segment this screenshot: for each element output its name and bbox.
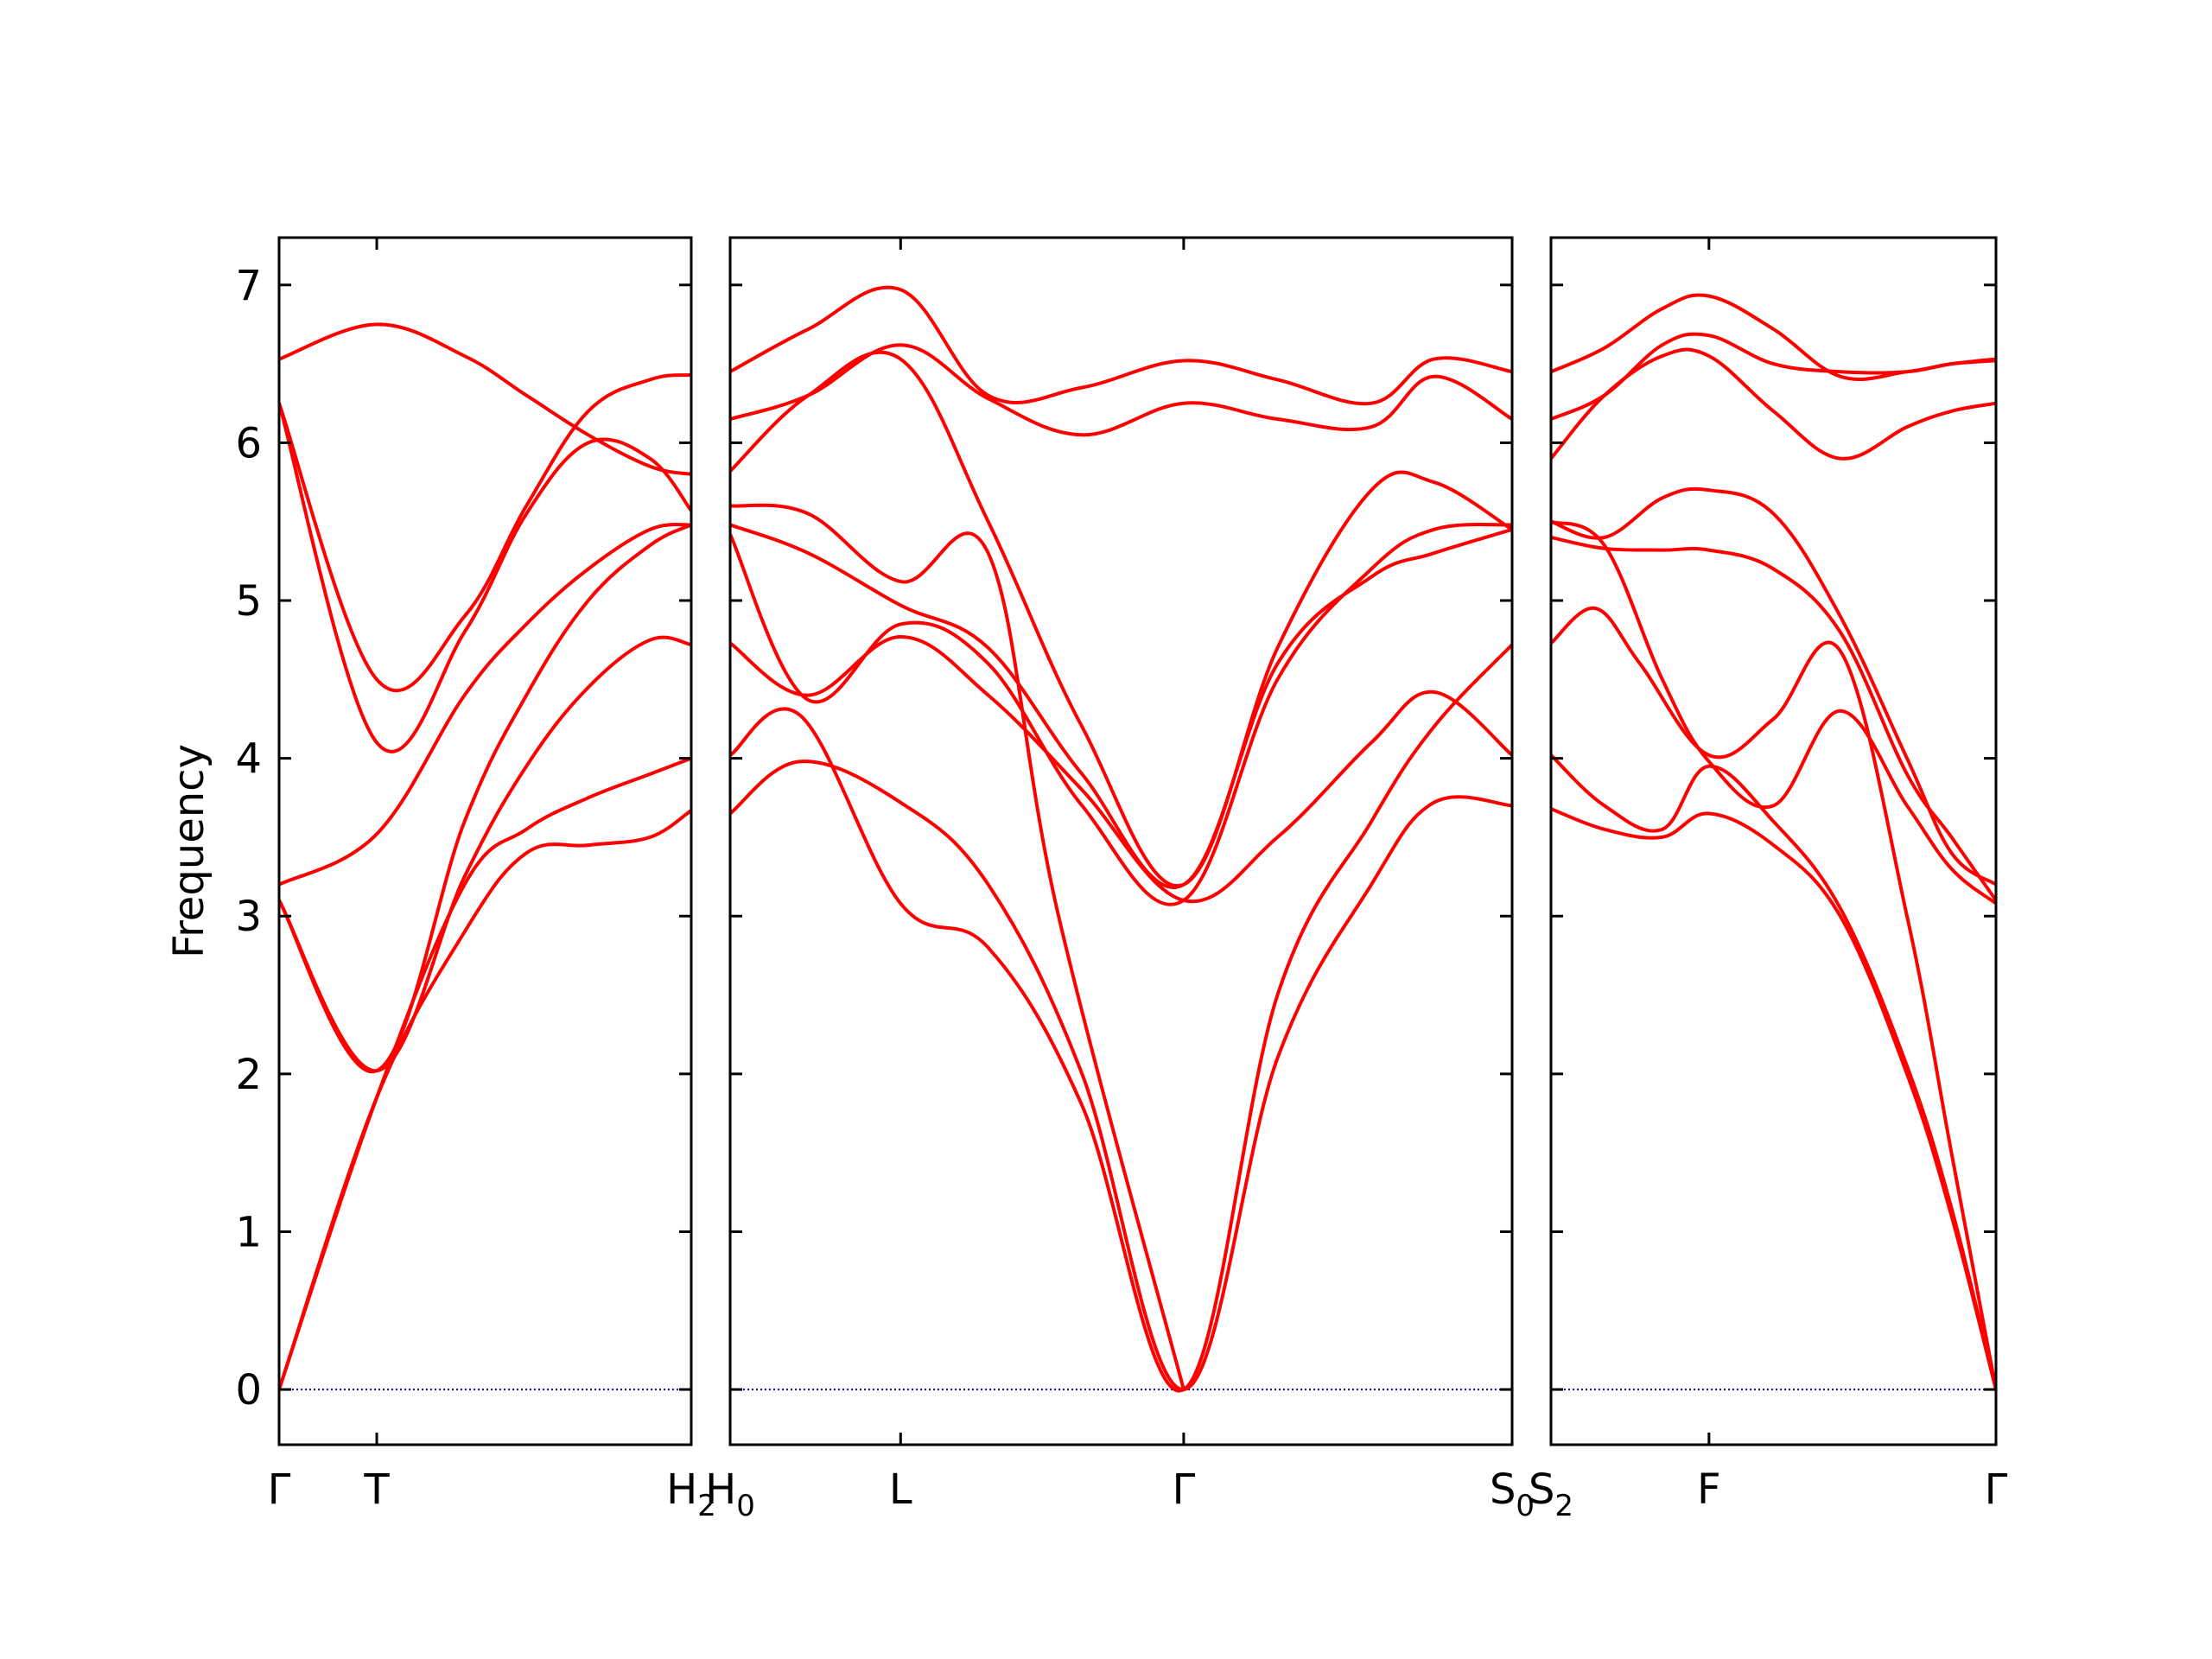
band-line — [730, 522, 1512, 906]
band-line — [1551, 536, 1996, 902]
band-line — [1551, 753, 1996, 1390]
x-tick-label: Γ — [268, 1465, 291, 1514]
band-line — [1551, 807, 1996, 1390]
band-line — [730, 343, 1512, 437]
band-lines — [279, 322, 691, 1390]
x-tick-label: L — [889, 1465, 912, 1514]
band-lines — [1551, 293, 1996, 1390]
band-line — [279, 635, 691, 1073]
band-line — [1551, 347, 1996, 461]
band-line — [730, 760, 1512, 1392]
band-line — [730, 285, 1512, 406]
y-tick-label: 6 — [235, 419, 262, 467]
panel-2: H0 L Γ S0 — [705, 236, 1535, 1523]
x-tick-label: Γ — [1985, 1465, 2008, 1514]
y-axis-label: Frequency — [165, 744, 213, 958]
band-line — [279, 372, 691, 693]
band-line — [279, 523, 691, 1074]
band-line — [279, 322, 691, 476]
band-line — [1551, 332, 1996, 421]
band-line — [730, 350, 1512, 888]
band-line — [730, 643, 1512, 1393]
y-tick-label: 0 — [235, 1366, 262, 1414]
band-line — [279, 403, 691, 753]
x-tick-label: F — [1697, 1465, 1721, 1514]
y-tick-label: 1 — [235, 1208, 262, 1256]
y-tick-label: 3 — [235, 893, 262, 941]
band-line — [279, 522, 691, 887]
band-line — [730, 503, 1185, 1390]
y-tick-label: 7 — [235, 262, 262, 310]
band-line — [730, 523, 1512, 889]
panel-frame — [277, 236, 693, 1446]
band-line — [279, 756, 691, 1390]
panel-frame — [1549, 236, 1998, 1446]
y-tick-label: 5 — [235, 577, 262, 626]
x-tick-label: S2 — [1529, 1465, 1573, 1523]
band-line — [1551, 519, 1996, 906]
panel-frame — [728, 236, 1514, 1446]
x-tick-label: Γ — [1173, 1465, 1196, 1514]
y-tick-label: 2 — [235, 1051, 262, 1099]
band-line — [1551, 607, 1996, 1390]
band-line — [1551, 486, 1996, 887]
panel-3: S2 F Γ — [1529, 236, 2008, 1523]
band-lines — [730, 285, 1512, 1393]
band-line — [1551, 293, 1996, 381]
band-line — [279, 809, 691, 1390]
y-tick-label: 4 — [235, 735, 262, 784]
x-tick-label: T — [363, 1465, 390, 1514]
